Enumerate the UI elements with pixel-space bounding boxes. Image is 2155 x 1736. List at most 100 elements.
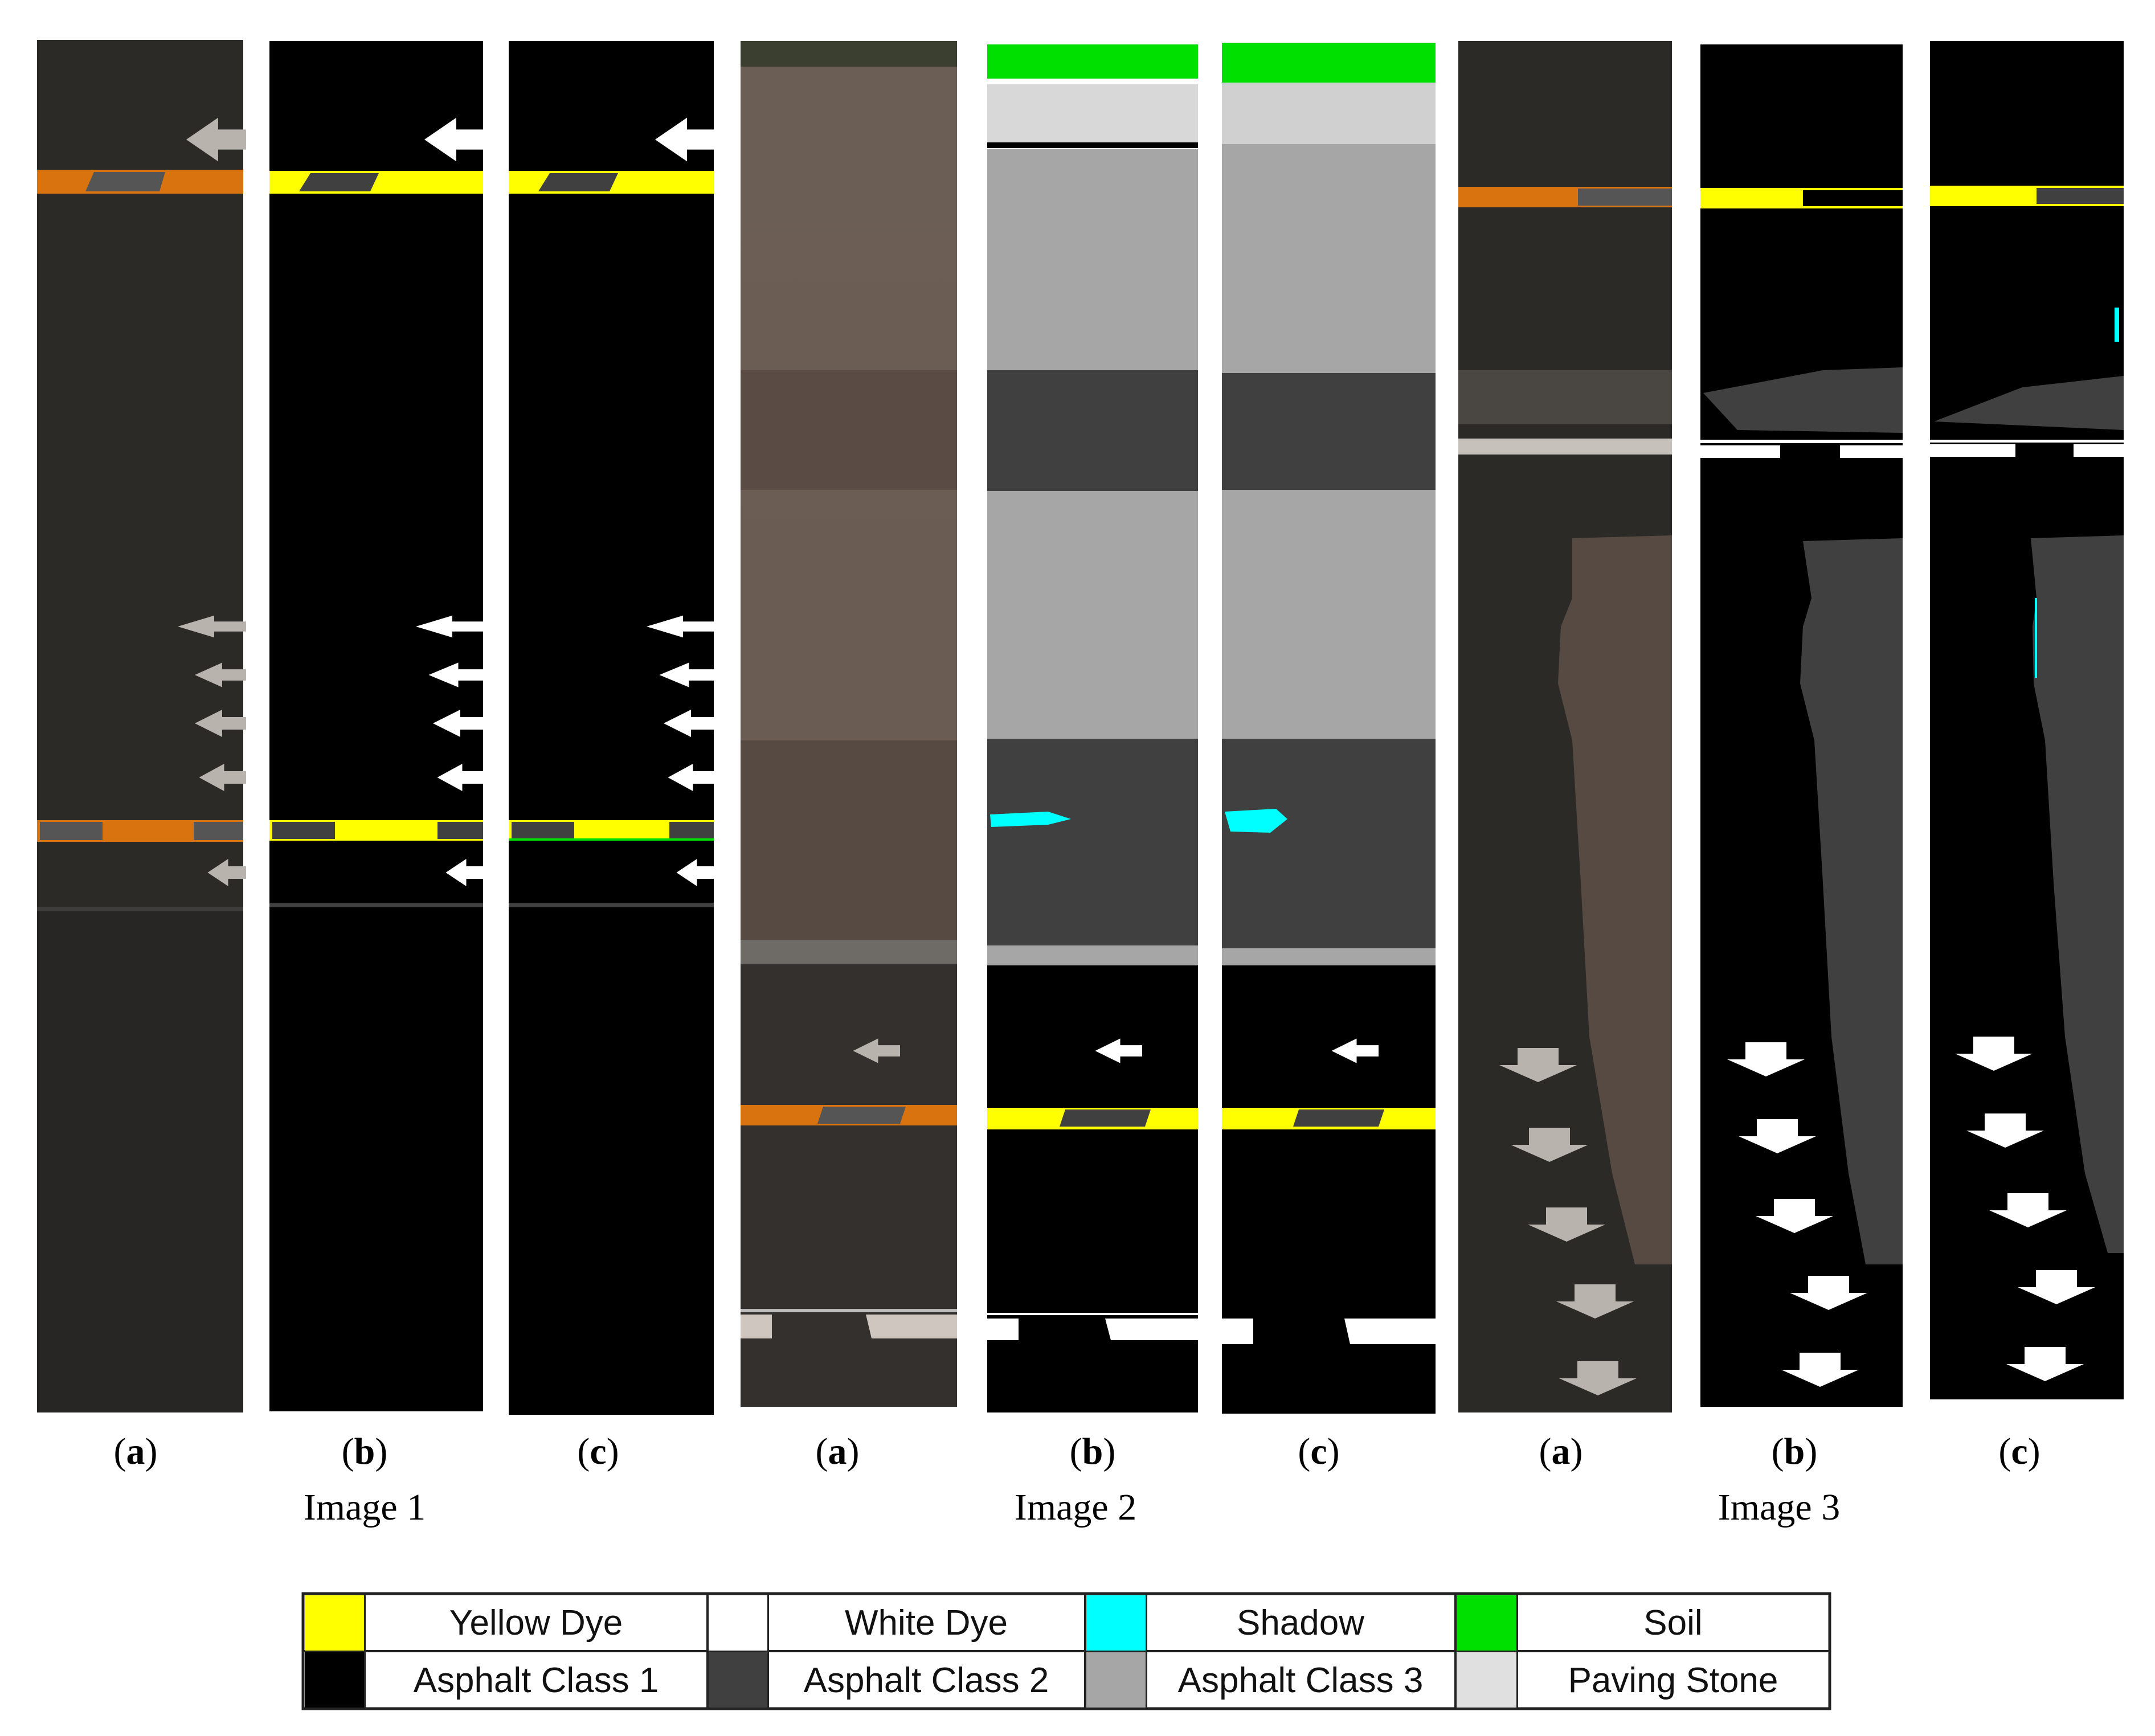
white-dye bbox=[1930, 444, 2015, 457]
asphalt-class-2 bbox=[299, 173, 379, 191]
group-titles: Image 1 Image 2 Image 3 bbox=[304, 1487, 1840, 1528]
panel-caption: (b) bbox=[342, 1431, 388, 1472]
white-dye bbox=[1344, 1319, 1436, 1344]
photo-curb bbox=[741, 940, 957, 964]
shadow bbox=[990, 812, 1071, 827]
asphalt-class-2 bbox=[2031, 535, 2124, 1253]
panel-caption: (a) bbox=[1539, 1431, 1583, 1472]
photo-asphalt-shade bbox=[37, 911, 243, 1412]
asphalt-class-3 bbox=[987, 149, 1198, 370]
legend-label-shadow: Shadow bbox=[1237, 1603, 1364, 1643]
image1-panel-b bbox=[269, 41, 484, 1411]
soil bbox=[987, 44, 1198, 79]
white-dye bbox=[1700, 440, 1903, 443]
gray-block bbox=[194, 822, 243, 840]
asphalt-class-2 bbox=[1060, 1109, 1151, 1127]
shadow bbox=[2035, 598, 2037, 678]
photo-band bbox=[741, 370, 957, 490]
group-title-image-2: Image 2 bbox=[1015, 1487, 1136, 1528]
gray-block bbox=[817, 1107, 906, 1124]
asphalt-class-2 bbox=[509, 903, 714, 907]
legend-swatch-asphalt-class-2 bbox=[709, 1652, 767, 1708]
asphalt-class-3 bbox=[987, 491, 1198, 739]
legend-label-asphalt-class-2: Asphalt Class 2 bbox=[804, 1661, 1049, 1700]
asphalt-class-1 bbox=[1222, 965, 1436, 1414]
asphalt-class-2 bbox=[2037, 188, 2124, 204]
asphalt-class-3 bbox=[1222, 948, 1436, 965]
gray-block bbox=[1578, 189, 1672, 206]
group-title-image-3: Image 3 bbox=[1718, 1487, 1840, 1528]
legend-label-paving-stone: Paving Stone bbox=[1568, 1661, 1778, 1700]
asphalt-class-2 bbox=[269, 903, 483, 907]
paving-region bbox=[1558, 535, 1672, 1264]
image2-panel-b bbox=[987, 44, 1198, 1412]
legend-swatch-shadow bbox=[1086, 1595, 1146, 1651]
soil bbox=[1222, 43, 1436, 83]
asphalt-class-3 bbox=[987, 945, 1198, 965]
panel-caption: (a) bbox=[816, 1431, 860, 1472]
white-dye bbox=[1930, 440, 2124, 443]
panel-caption: (c) bbox=[1298, 1431, 1339, 1472]
group-title-image-1: Image 1 bbox=[304, 1487, 426, 1528]
panel-caption: (c) bbox=[1998, 1431, 2040, 1472]
legend-label-white-dye: White Dye bbox=[845, 1603, 1008, 1643]
legend-swatch-soil bbox=[1457, 1595, 1516, 1651]
asphalt-class-1 bbox=[987, 142, 1198, 148]
white-dye bbox=[1105, 1319, 1198, 1340]
asphalt-class-2 bbox=[538, 173, 618, 191]
asphalt-class-2 bbox=[1800, 538, 1903, 1264]
gray-block bbox=[85, 172, 165, 191]
panel-captions: (a) (b) (c) (a) (b) (c) (a) (b) (c) bbox=[114, 1431, 2040, 1472]
shadow bbox=[1225, 809, 1287, 833]
panel-caption: (a) bbox=[114, 1431, 158, 1472]
asphalt-class-2 bbox=[987, 370, 1198, 491]
white-dye bbox=[1840, 445, 1903, 458]
asphalt-class-2 bbox=[512, 822, 574, 839]
image3-panel-b bbox=[1700, 44, 1903, 1407]
asphalt-class-2 bbox=[669, 822, 714, 839]
white-dye bbox=[1222, 1319, 1253, 1344]
legend-swatch-asphalt-class-3 bbox=[1086, 1652, 1146, 1708]
photo-haze bbox=[1458, 370, 1672, 424]
asphalt-class-2 bbox=[272, 822, 335, 839]
lane-line bbox=[37, 907, 243, 911]
panel-caption: (c) bbox=[577, 1431, 619, 1472]
asphalt-class-3 bbox=[1222, 144, 1436, 373]
gray-block bbox=[40, 822, 103, 840]
asphalt-class-2 bbox=[1934, 376, 2124, 430]
image2-panel-c bbox=[1222, 43, 1436, 1414]
asphalt-class-3 bbox=[1222, 490, 1436, 739]
asphalt-class-2 bbox=[1703, 367, 1903, 433]
image3-panel-c bbox=[1930, 41, 2124, 1399]
lane-line bbox=[741, 1309, 957, 1312]
legend-label-soil: Soil bbox=[1643, 1603, 1702, 1643]
legend-swatch-white-dye bbox=[709, 1595, 767, 1651]
asphalt-class-1 bbox=[987, 965, 1198, 1412]
legend-label-asphalt-class-1: Asphalt Class 1 bbox=[414, 1661, 659, 1700]
photo-asphalt bbox=[741, 964, 957, 1407]
legend-swatch-paving-stone bbox=[1457, 1652, 1516, 1708]
legend-swatch-asphalt-class-1 bbox=[305, 1652, 364, 1708]
white-dye bbox=[987, 1319, 1019, 1340]
image2-panel-a bbox=[741, 41, 957, 1407]
legend: Yellow Dye White Dye Shadow Soil Asphalt… bbox=[301, 1592, 1831, 1710]
white-dye bbox=[2074, 444, 2124, 457]
paving-stone bbox=[987, 84, 1198, 142]
legend-label-asphalt-class-3: Asphalt Class 3 bbox=[1178, 1661, 1424, 1700]
photo-top-edge bbox=[741, 41, 957, 67]
asphalt-class-1 bbox=[1803, 190, 1903, 206]
photo-band bbox=[741, 740, 957, 963]
image1-panel-a bbox=[37, 40, 246, 1412]
white-block bbox=[741, 1315, 772, 1338]
white-block bbox=[866, 1315, 957, 1338]
panel-caption: (b) bbox=[1772, 1431, 1818, 1472]
legend-label-yellow-dye: Yellow Dye bbox=[449, 1603, 623, 1643]
legend-swatch-yellow-dye bbox=[305, 1595, 364, 1651]
image1-panel-c bbox=[509, 41, 715, 1415]
soil-fringe bbox=[509, 838, 714, 841]
white-marking bbox=[1458, 439, 1672, 455]
asphalt-class-2 bbox=[437, 822, 483, 839]
image3-panel-a bbox=[1458, 41, 1672, 1412]
asphalt-class-2 bbox=[1222, 739, 1436, 948]
